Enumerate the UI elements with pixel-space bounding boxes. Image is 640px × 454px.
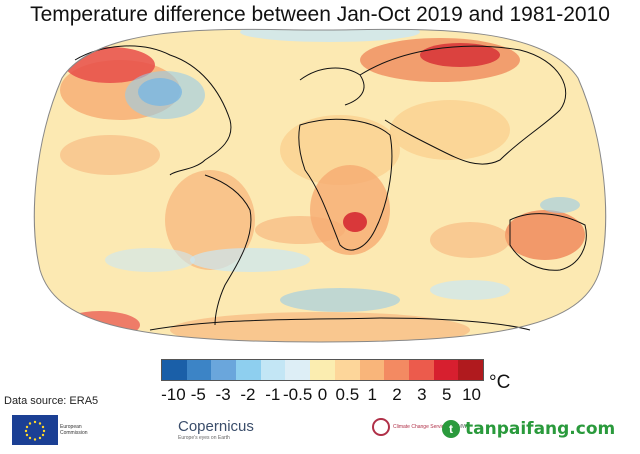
south-atlantic-cool (190, 248, 310, 272)
data-source-label: Data source: ERA5 (4, 395, 99, 407)
ecmwf-text: ECMWF (450, 424, 470, 430)
indonesia-cool (540, 197, 580, 213)
legend-swatch-7 (334, 360, 360, 380)
north-america-cool (125, 71, 205, 119)
logo-footer: European Commission Copernicus Europe's … (0, 410, 640, 449)
legend-swatch-6 (310, 360, 335, 380)
alaska-hotspot (65, 47, 155, 83)
asia-warm (390, 100, 510, 160)
leaf-icon: t (442, 420, 460, 438)
south-america-warm (165, 170, 255, 270)
legend-tick-8: 1 (367, 385, 377, 404)
legend-tick-10: 3 (417, 385, 427, 404)
c3s-logo: Climate Change Service ECMWF (372, 418, 470, 436)
europe-coast (299, 67, 365, 106)
legend-swatch-10 (408, 360, 434, 380)
legend-tick-2: -3 (215, 385, 231, 404)
legend-swatch-3 (236, 360, 261, 380)
indian-ocean-warm (430, 222, 510, 258)
southern-ocean-cool (280, 288, 400, 312)
color-scale-ticks: -10 -5 -3 -2 -1 -0.5 0 0.5 1 2 3 5 10 (0, 385, 640, 409)
southern-indian-cool (430, 280, 510, 300)
australia-coast (509, 213, 587, 271)
legend-swatch-1 (186, 360, 212, 380)
coastlines (74, 45, 587, 331)
c3s-icon (372, 418, 390, 436)
australia-warm (505, 210, 585, 260)
legend-tick-7: 0.5 (335, 385, 360, 404)
south-america-coast (204, 174, 252, 326)
asia-coast (359, 45, 567, 165)
eu-flag-icon (12, 415, 58, 445)
north-america-coast (74, 45, 232, 176)
legend-tick-4: -1 (265, 385, 281, 404)
legend-swatch-12 (458, 360, 483, 380)
legend-swatch-11 (433, 360, 459, 380)
legend-tick-0: -10 (161, 385, 186, 404)
legend-tick-11: 5 (441, 385, 452, 404)
south-atlantic-warm (255, 216, 345, 244)
unit-label: °C (489, 372, 511, 393)
watermark-text: tanpaifang.com (465, 419, 616, 439)
color-scale-bar (161, 359, 484, 381)
antarctic-hotspot (60, 311, 140, 339)
eu-logo: European Commission (12, 415, 100, 445)
legend-swatch-0 (162, 360, 187, 380)
c3s-text: Climate Change Service (393, 424, 447, 430)
legend-tick-1: -5 (190, 385, 206, 404)
copernicus-logo: Copernicus Europe's eyes on Earth (178, 418, 254, 441)
africa-coast (298, 118, 393, 251)
south-pacific-cool (105, 248, 195, 272)
legend-tick-12: 10 (462, 385, 482, 404)
legend-tick-6: 0 (317, 385, 328, 404)
copernicus-name: Copernicus (178, 418, 254, 435)
pacific-warm (60, 135, 160, 175)
legend-swatch-2 (211, 360, 237, 380)
africa-north (280, 115, 400, 185)
legend-swatch-4 (260, 360, 286, 380)
legend-swatch-9 (384, 360, 409, 380)
legend-tick-9: 2 (392, 385, 402, 404)
map-title: Temperature difference between Jan-Oct 2… (30, 3, 610, 26)
legend-swatch-8 (359, 360, 385, 380)
copernicus-tagline: Europe's eyes on Earth (178, 435, 230, 441)
arctic-cool (240, 29, 420, 42)
tanpaifang-watermark: t tanpaifang.com (442, 419, 615, 439)
namibia-hotspot (343, 212, 367, 232)
legend-swatch-5 (285, 360, 311, 380)
legend-tick-3: -2 (240, 385, 256, 404)
legend-tick-5: -0.5 (282, 385, 313, 404)
globe-outline (33, 28, 607, 343)
antarctica-coast (149, 317, 531, 331)
eu-logo-text: European Commission (60, 424, 88, 436)
siberia-hotspot (420, 43, 500, 67)
